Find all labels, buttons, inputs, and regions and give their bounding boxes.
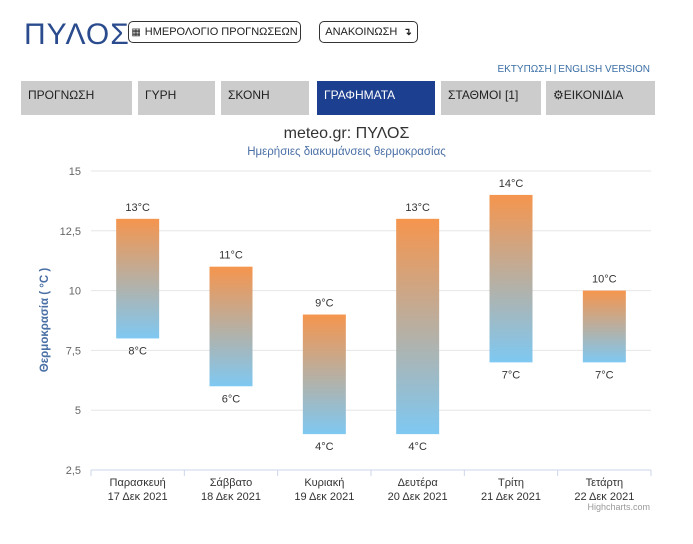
tab-stations-label: ΣΤΑΘΜΟΙ [1] [448, 88, 519, 102]
page-title: ΠΥΛΟΣ [24, 18, 130, 51]
x-tick-day-label: Σάββατο [210, 477, 252, 489]
y-axis-label: Θερμοκρασία ( °C ) [39, 268, 51, 373]
x-tick-date-label: 20 Δεκ 2021 [388, 491, 448, 503]
y-tick-label: 2,5 [66, 465, 81, 477]
forecast-calendar-button[interactable]: ▦ ΗΜΕΡΟΛΟΓΙΟ ΠΡΟΓΝΩΣΕΩΝ [128, 21, 301, 43]
x-tick-day-label: Δευτέρα [398, 477, 439, 489]
y-tick-label: 15 [69, 166, 81, 178]
forecast-calendar-label: ΗΜΕΡΟΛΟΓΙΟ ΠΡΟΓΝΩΣΕΩΝ [144, 26, 298, 38]
max-temp-label: 9°C [315, 298, 334, 310]
tab-forecast-label: ΠΡΟΓΝΩΣΗ [28, 88, 95, 102]
tab-charts[interactable]: ΓΡΑΦΗΜΑΤΑ [317, 81, 435, 115]
temperature-range-bar [582, 290, 626, 363]
tab-icons-label: ΕΙΚΟΝΙΔΙΑ [563, 88, 624, 102]
print-link[interactable]: ΕΚΤΥΠΩΣΗ [497, 64, 552, 75]
y-tick-label: 12,5 [60, 226, 81, 238]
chart-title: meteo.gr: ΠΥΛΟΣ [283, 125, 410, 142]
min-temp-label: 4°C [408, 441, 427, 453]
link-separator: | [553, 64, 557, 75]
tab-pollen[interactable]: ΓΥΡΗ [138, 81, 215, 115]
x-tick-date-label: 17 Δεκ 2021 [108, 491, 168, 503]
min-temp-label: 7°C [502, 369, 521, 381]
tab-dust[interactable]: ΣΚΟΝΗ [221, 81, 309, 115]
tab-forecast[interactable]: ΠΡΟΓΝΩΣΗ [21, 81, 132, 115]
temperature-range-bar [489, 194, 533, 363]
highcharts-credit[interactable]: Highcharts.com [587, 502, 650, 512]
max-temp-label: 13°C [125, 202, 150, 214]
english-version-link[interactable]: ENGLISH VERSION [558, 64, 650, 75]
y-tick-label: 5 [75, 405, 81, 417]
calendar-icon: ▦ [131, 26, 141, 38]
top-links: ΕΚΤΥΠΩΣΗ | ENGLISH VERSION [497, 64, 650, 75]
max-temp-label: 14°C [499, 178, 524, 190]
y-tick-label: 7,5 [66, 345, 81, 357]
x-tick-day-label: Κυριακή [304, 477, 344, 489]
x-tick-date-label: 22 Δεκ 2021 [574, 491, 634, 503]
x-tick-day-label: Τρίτη [498, 477, 524, 489]
gear-icon: ⚙ [553, 88, 564, 102]
temperature-range-bar [116, 218, 160, 339]
tab-charts-label: ΓΡΑΦΗΜΑΤΑ [324, 88, 396, 102]
x-tick-day-label: Παρασκευή [110, 477, 166, 489]
chart-subtitle: Ημερήσιες διακυμάνσεις θερμοκρασίας [247, 146, 446, 158]
tab-stations[interactable]: ΣΤΑΘΜΟΙ [1] [441, 81, 541, 115]
tab-icons[interactable]: ⚙ΕΙΚΟΝΙΔΙΑ [546, 81, 655, 115]
max-temp-label: 11°C [219, 250, 243, 262]
tab-dust-label: ΣΚΟΝΗ [228, 88, 270, 102]
max-temp-label: 10°C [592, 274, 617, 286]
max-temp-label: 13°C [405, 202, 430, 214]
x-tick-date-label: 21 Δεκ 2021 [481, 491, 541, 503]
announcement-button[interactable]: ΑΝΑΚΟΙΝΩΣΗ ↴ [319, 21, 418, 43]
temperature-range-bar [396, 218, 440, 435]
temperature-range-bar [209, 266, 253, 387]
min-temp-label: 8°C [128, 345, 147, 357]
turn-arrow-icon: ↴ [403, 26, 412, 38]
y-tick-label: 10 [69, 286, 81, 298]
announcement-label: ΑΝΑΚΟΙΝΩΣΗ [325, 26, 398, 38]
temperature-range-bar [302, 314, 346, 435]
x-tick-day-label: Τετάρτη [586, 477, 624, 489]
min-temp-label: 6°C [222, 393, 241, 405]
tab-pollen-label: ΓΥΡΗ [145, 88, 177, 102]
x-tick-date-label: 18 Δεκ 2021 [201, 491, 261, 503]
min-temp-label: 4°C [315, 441, 334, 453]
min-temp-label: 7°C [595, 369, 614, 381]
x-tick-date-label: 19 Δεκ 2021 [294, 491, 354, 503]
